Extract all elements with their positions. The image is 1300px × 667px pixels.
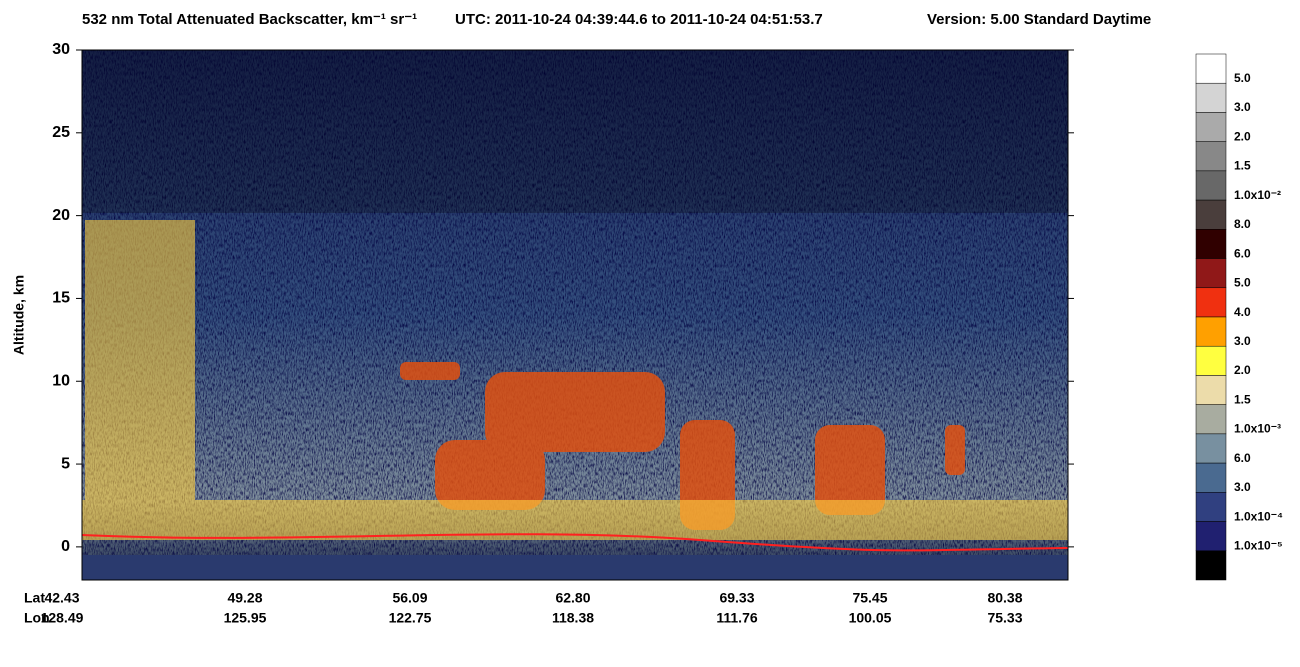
- colorbar-label: 3.0: [1234, 100, 1251, 114]
- lat-tick-label: 56.09: [392, 590, 427, 606]
- colorbar-swatch: [1195, 316, 1227, 347]
- colorbar-swatch: [1195, 433, 1227, 464]
- y-tick-label: 10: [52, 372, 70, 389]
- y-tick-label: 15: [52, 290, 70, 307]
- lat-tick-label: 75.45: [852, 590, 887, 606]
- lat-tick-label: 80.38: [987, 590, 1022, 606]
- colorbar-label: 2.0: [1234, 129, 1251, 143]
- chart-title: 532 nm Total Attenuated Backscatter, km⁻…: [82, 11, 417, 28]
- colorbar-swatch: [1195, 53, 1227, 84]
- colorbar-label: 6.0: [1234, 451, 1251, 465]
- colorbar-swatch: [1195, 170, 1227, 201]
- colorbar-label: 6.0: [1234, 246, 1251, 260]
- lat-label: Lat: [24, 590, 45, 606]
- colorbar-label: 8.0: [1234, 217, 1251, 231]
- colorbar-label: 2.0: [1234, 363, 1251, 377]
- lat-tick-label: 42.43: [44, 590, 79, 606]
- colorbar-label: 1.0x10⁻⁵: [1234, 539, 1283, 553]
- colorbar-swatch: [1195, 492, 1227, 522]
- colorbar-swatch: [1195, 82, 1227, 113]
- curtain: [82, 50, 1068, 580]
- colorbar-label: 5.0: [1234, 71, 1251, 85]
- colorbar-label: 3.0: [1234, 334, 1251, 348]
- lon-tick-label: 75.33: [987, 610, 1022, 626]
- y-tick-label: 5: [61, 455, 70, 472]
- colorbar-label: 1.0x10⁻³: [1234, 422, 1281, 436]
- colorbar-swatch: [1195, 521, 1227, 552]
- colorbar-swatch: [1195, 141, 1227, 172]
- lat-tick-label: 69.33: [719, 590, 754, 606]
- lon-tick-label: 125.95: [224, 610, 267, 626]
- colorbar-swatch: [1195, 404, 1227, 435]
- y-tick-label: 0: [61, 538, 70, 555]
- lat-tick-label: 62.80: [555, 590, 590, 606]
- colorbar-label: 5.0: [1234, 276, 1251, 290]
- lat-tick-label: 49.28: [227, 590, 262, 606]
- y-tick-label: 20: [52, 207, 70, 224]
- lon-tick-label: 122.75: [389, 610, 432, 626]
- lon-label: Lon: [24, 610, 50, 626]
- y-tick-label: 25: [52, 124, 70, 141]
- colorbar-label: 1.5: [1234, 159, 1251, 173]
- colorbar-swatch: [1195, 375, 1227, 405]
- colorbar-swatch: [1195, 462, 1227, 493]
- colorbar-swatch: [1195, 112, 1227, 142]
- lon-tick-label: 128.49: [41, 610, 84, 626]
- lon-tick-label: 118.38: [552, 610, 594, 626]
- colorbar-swatch: [1195, 345, 1227, 376]
- colorbar-swatch: [1195, 550, 1227, 581]
- lon-tick-label: 111.76: [716, 610, 757, 626]
- colorbar-label: 1.0x10⁻²: [1234, 188, 1281, 202]
- colorbar-label: 4.0: [1234, 305, 1251, 319]
- y-axis-label: Altitude, km: [11, 275, 27, 355]
- colorbar-label: 3.0: [1234, 480, 1251, 494]
- colorbar-swatch: [1195, 258, 1227, 289]
- colorbar-label: 1.5: [1234, 392, 1251, 406]
- lon-tick-label: 100.05: [849, 610, 892, 626]
- utc-range: UTC: 2011-10-24 04:39:44.6 to 2011-10-24…: [455, 11, 823, 28]
- colorbar-swatch: [1195, 287, 1227, 318]
- colorbar-swatch: [1195, 199, 1227, 230]
- colorbar-swatch: [1195, 229, 1227, 259]
- colorbar-label: 1.0x10⁻⁴: [1234, 509, 1283, 523]
- version: Version: 5.00 Standard Daytime: [927, 11, 1151, 28]
- y-tick-label: 30: [52, 41, 70, 58]
- plot-frame: [81, 49, 1069, 581]
